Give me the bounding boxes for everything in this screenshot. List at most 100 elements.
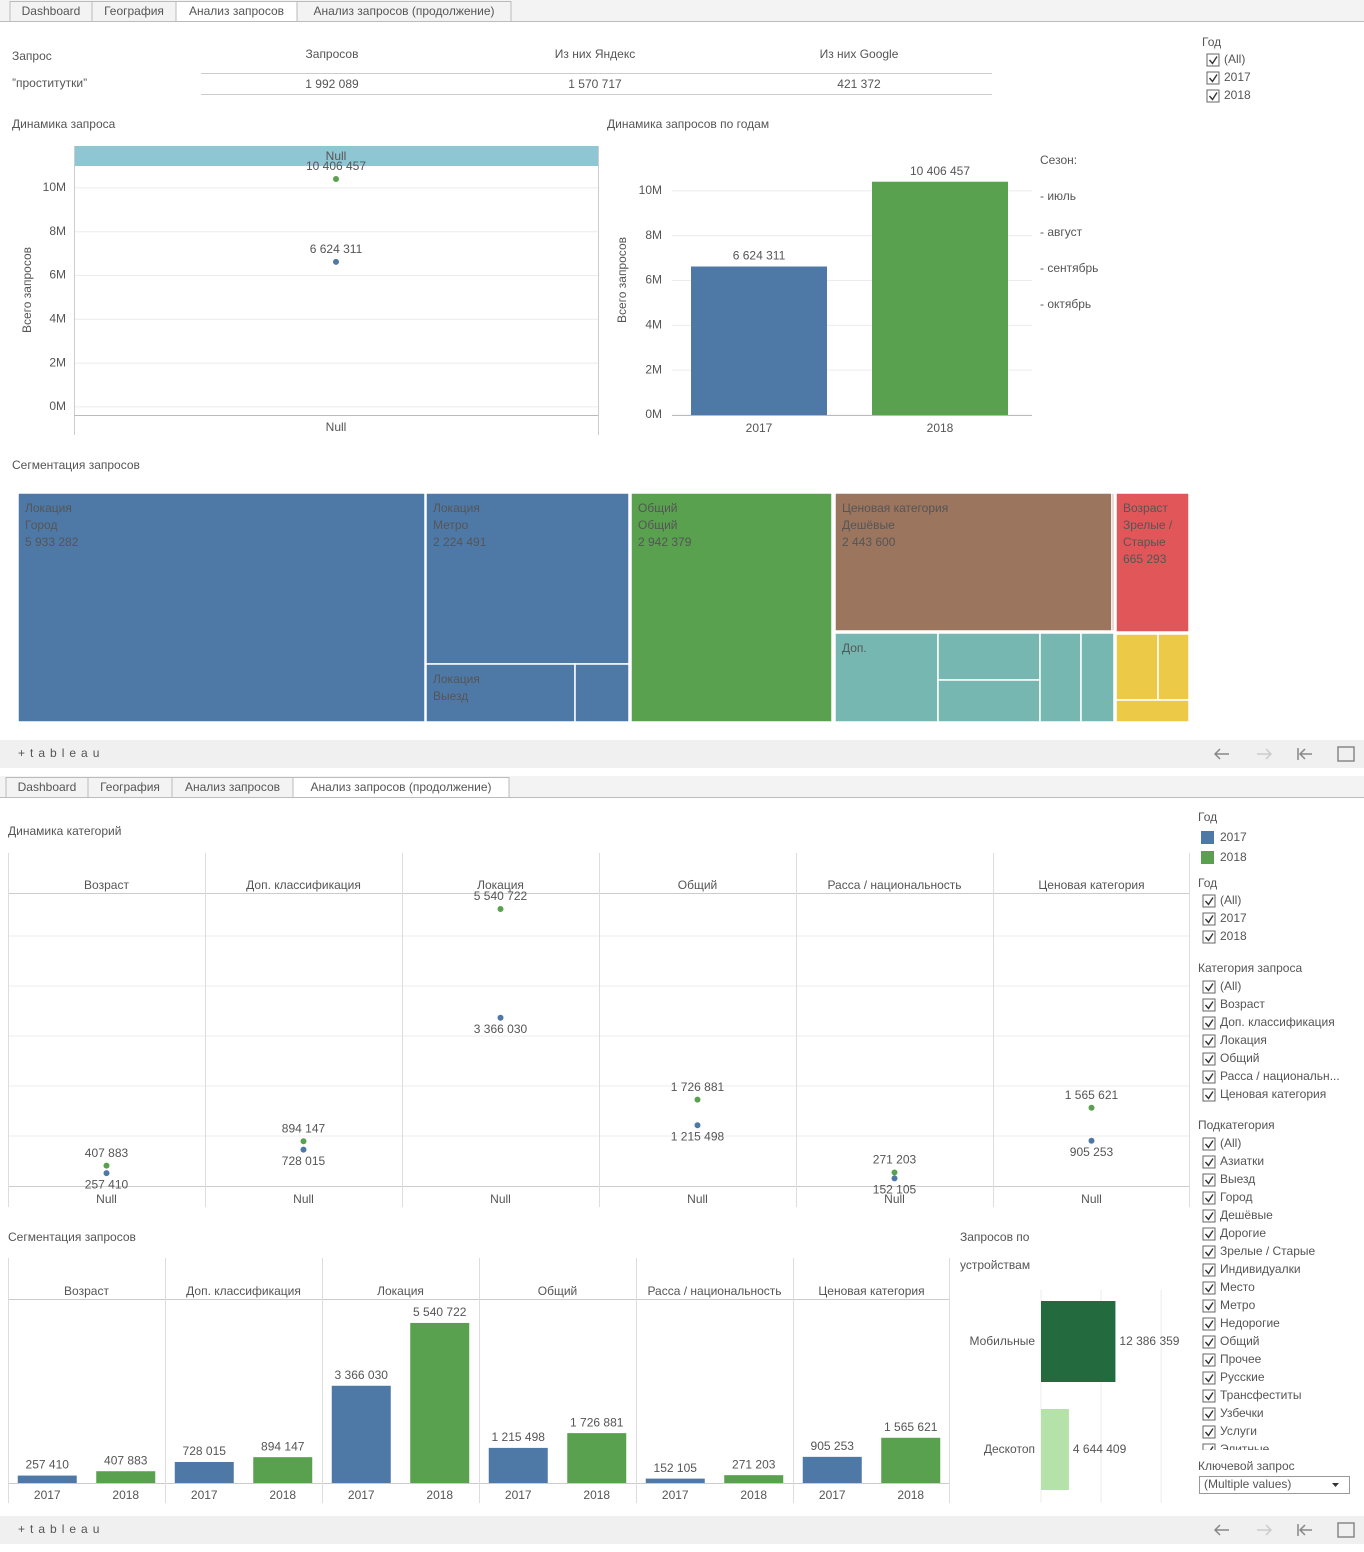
treemap-tile-minor — [937, 632, 1041, 681]
checkbox[interactable] — [1202, 1070, 1216, 1084]
data-label: 905 253 — [811, 1439, 855, 1453]
y-tick-label: 8M — [49, 224, 66, 238]
checkbox[interactable] — [1202, 998, 1216, 1012]
x-tick-label: 2018 — [269, 1488, 296, 1502]
x-tick-label: 2017 — [34, 1488, 61, 1502]
checkbox[interactable] — [1202, 1016, 1216, 1030]
point — [694, 1122, 701, 1129]
kpi-value: 421 372 — [837, 77, 881, 91]
checkbox[interactable] — [1202, 930, 1216, 944]
tab[interactable] — [292, 777, 510, 798]
point — [891, 1175, 898, 1182]
panel-label: Общий — [678, 878, 718, 892]
data-label: 1 726 881 — [671, 1080, 725, 1094]
filter-item: Русские — [1220, 1370, 1265, 1384]
fullscreen[interactable] — [1337, 746, 1355, 762]
tile-label: Метро — [433, 518, 469, 532]
nav-first[interactable] — [1297, 748, 1312, 760]
checkbox[interactable] — [1202, 1317, 1216, 1331]
point — [694, 1096, 701, 1103]
checkbox[interactable] — [1202, 894, 1216, 908]
checkbox[interactable] — [1202, 1371, 1216, 1385]
checkbox[interactable] — [1202, 1281, 1216, 1295]
panel-label: Общий — [538, 1284, 578, 1298]
checkbox[interactable] — [1202, 1245, 1216, 1259]
checkbox[interactable] — [1202, 1425, 1216, 1439]
checkbox[interactable] — [1202, 1088, 1216, 1102]
treemap-tile — [425, 663, 576, 723]
checkbox[interactable] — [1202, 1407, 1216, 1421]
check-mark — [1204, 1266, 1214, 1275]
checkbox[interactable] — [1202, 1191, 1216, 1205]
data-label: 10 406 457 — [306, 159, 366, 173]
checkbox[interactable] — [1202, 1173, 1216, 1187]
checkbox[interactable] — [1202, 1443, 1216, 1456]
fullscreen[interactable] — [1337, 1522, 1355, 1538]
tile-label: Локация — [433, 501, 480, 515]
checkbox[interactable] — [1202, 1335, 1216, 1349]
checkbox[interactable] — [1202, 980, 1216, 994]
filter-item: Дорогие — [1220, 1226, 1266, 1240]
data-label: 12 386 359 — [1119, 1334, 1179, 1348]
season-note: Сезон: — [1040, 153, 1077, 167]
nav-forward[interactable] — [1257, 1524, 1273, 1536]
check-mark — [1204, 1212, 1214, 1221]
nav-back[interactable] — [1213, 748, 1229, 760]
checkbox[interactable] — [1202, 1353, 1216, 1367]
checkbox[interactable] — [1206, 71, 1220, 85]
checkbox[interactable] — [1202, 1389, 1216, 1403]
tab-label: География — [104, 4, 164, 18]
checkbox[interactable] — [1202, 1052, 1216, 1066]
filter-title: Год — [1198, 876, 1217, 890]
checkbox[interactable] — [1206, 89, 1220, 103]
data-label: 4 644 409 — [1073, 1442, 1127, 1456]
checkbox[interactable] — [1202, 1034, 1216, 1048]
panel-label: Доп. классификация — [186, 1284, 301, 1298]
checkbox[interactable] — [1206, 53, 1220, 67]
bar — [645, 1478, 705, 1483]
bar — [1041, 1409, 1069, 1490]
checkbox[interactable] — [1202, 1137, 1216, 1151]
tab[interactable] — [296, 1, 512, 22]
filter-item: 2017 — [1224, 70, 1251, 84]
tab-label: Dashboard — [22, 4, 81, 18]
nav-first[interactable] — [1297, 1524, 1312, 1536]
chart-title: Динамика запросов по годам — [607, 117, 769, 131]
data-label: 5 540 722 — [474, 889, 528, 903]
chart-title: Сегментация запросов — [8, 1230, 136, 1244]
treemap-tile-minor — [937, 679, 1041, 723]
checkbox[interactable] — [1202, 1155, 1216, 1169]
check-mark — [1208, 56, 1218, 65]
data-label: 271 203 — [873, 1153, 917, 1167]
data-label: 1 565 621 — [1065, 1088, 1119, 1102]
tile-label: Общий — [638, 501, 678, 515]
tab-label: Анализ запросов — [189, 4, 284, 18]
checkbox[interactable] — [1202, 912, 1216, 926]
tile-label: Доп. — [842, 641, 867, 655]
x-tick-label: 2018 — [583, 1488, 610, 1502]
filter-item: (All) — [1220, 979, 1241, 993]
check-mark — [1204, 1176, 1214, 1185]
filter-item: (All) — [1224, 52, 1245, 66]
panel-label: Ценовая категория — [1038, 878, 1144, 892]
x-tick-label: 2017 — [746, 421, 773, 435]
checkbox[interactable] — [1202, 1263, 1216, 1277]
nav-back[interactable] — [1213, 1524, 1229, 1536]
checkbox[interactable] — [1202, 1227, 1216, 1241]
data-label: 6 624 311 — [310, 242, 363, 256]
nav-forward[interactable] — [1257, 748, 1273, 760]
check-mark — [1205, 1446, 1214, 1450]
filter-item: 2018 — [1220, 929, 1247, 943]
filter-item: Возраст — [1220, 997, 1265, 1011]
x-tick-label: 2018 — [740, 1488, 767, 1502]
x-tick-label: 2018 — [112, 1488, 139, 1502]
tile-label: Локация — [25, 501, 72, 515]
checkbox[interactable] — [1202, 1209, 1216, 1223]
filter-item: Общий — [1220, 1051, 1260, 1065]
dropdown[interactable] — [1199, 1476, 1350, 1494]
checkbox[interactable] — [1202, 1299, 1216, 1313]
check-mark — [1204, 1392, 1214, 1401]
season-note: - сентябрь — [1040, 261, 1098, 275]
x-tick-label: 2017 — [505, 1488, 532, 1502]
filter-item: Элитные — [1220, 1442, 1270, 1456]
